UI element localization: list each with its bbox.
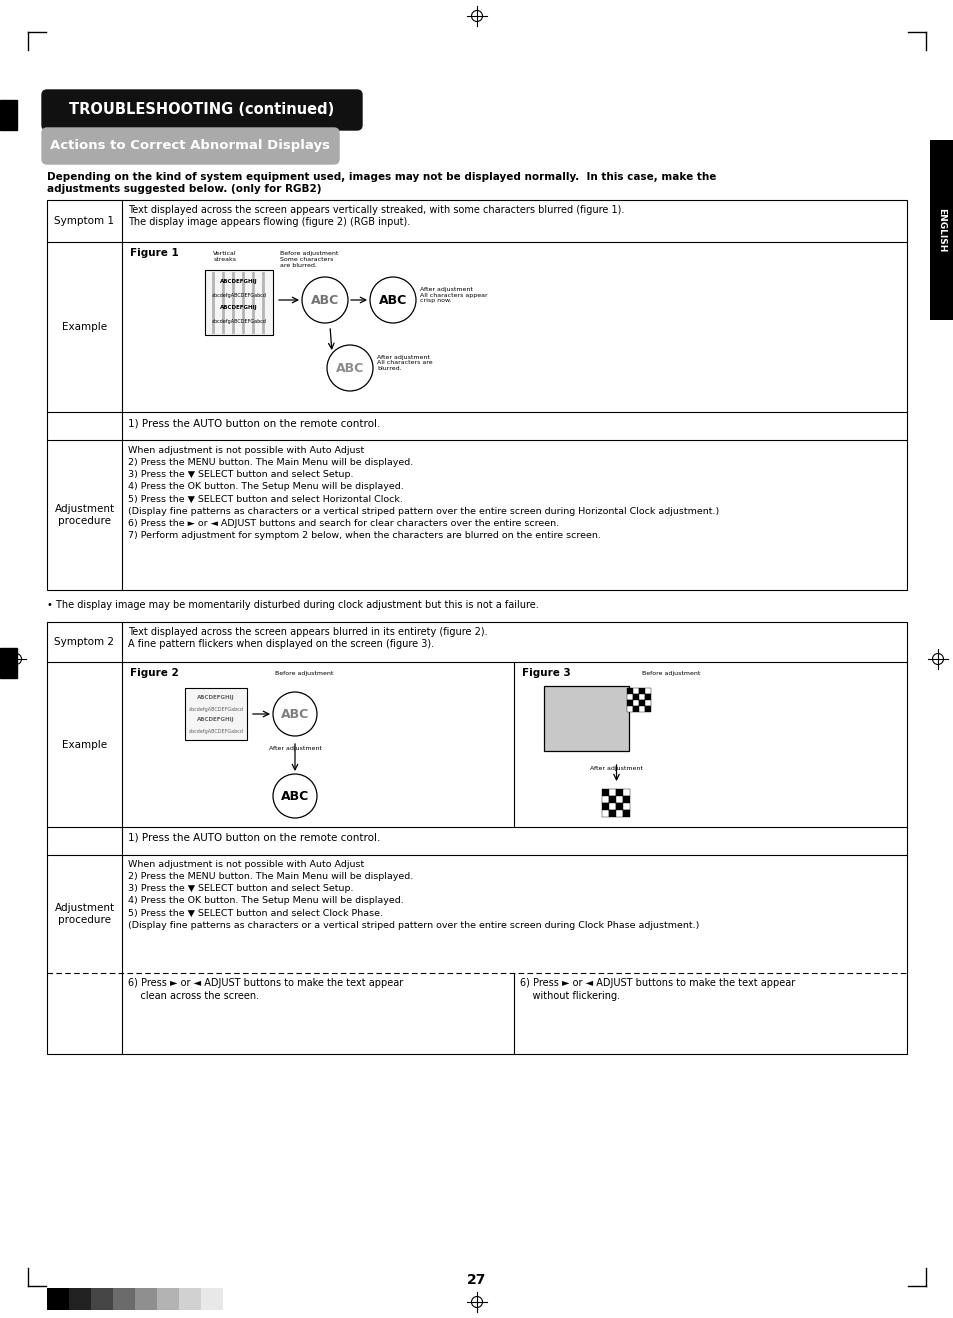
Text: Text displayed across the screen appears vertically streaked, with some characte: Text displayed across the screen appears… — [128, 206, 623, 227]
Bar — [602, 796, 609, 803]
Text: ABC: ABC — [311, 294, 338, 307]
Bar — [633, 700, 639, 706]
Text: Vertical
streaks: Vertical streaks — [213, 250, 236, 262]
Text: Text displayed across the screen appears blurred in its entirety (figure 2).
A f: Text displayed across the screen appears… — [128, 627, 487, 648]
Text: ABC: ABC — [280, 708, 309, 721]
Text: ABC: ABC — [280, 789, 309, 803]
Bar — [623, 789, 630, 796]
Bar — [69, 1288, 91, 1310]
Text: When adjustment is not possible with Auto Adjust
2) Press the MENU button. The M: When adjustment is not possible with Aut… — [128, 861, 699, 929]
Bar — [609, 811, 616, 817]
Text: 27: 27 — [467, 1273, 486, 1286]
Text: Figure 2: Figure 2 — [130, 668, 178, 677]
Bar — [185, 688, 247, 739]
Text: Symptom 1: Symptom 1 — [54, 216, 114, 225]
Bar — [626, 688, 633, 695]
Text: When adjustment is not possible with Auto Adjust
2) Press the MENU button. The M: When adjustment is not possible with Aut… — [128, 445, 719, 540]
Text: ABCDEFGHIJ: ABCDEFGHIJ — [220, 279, 257, 285]
Text: ENGLISH: ENGLISH — [937, 208, 945, 252]
Text: abcdefgABCDEFGabcd: abcdefgABCDEFGabcd — [212, 293, 266, 298]
Text: Actions to Correct Abnormal Displays: Actions to Correct Abnormal Displays — [50, 140, 330, 153]
Bar — [644, 700, 650, 706]
Text: abcdefgABCDEFGabcd: abcdefgABCDEFGabcd — [212, 319, 266, 323]
Bar — [616, 811, 623, 817]
Bar — [639, 706, 644, 712]
Text: ABCDEFGHIJ: ABCDEFGHIJ — [220, 306, 257, 311]
Text: Depending on the kind of system equipment used, images may not be displayed norm: Depending on the kind of system equipmen… — [47, 173, 716, 194]
Bar — [0, 648, 17, 677]
Text: TROUBLESHOOTING (continued): TROUBLESHOOTING (continued) — [70, 103, 335, 117]
Bar — [157, 1288, 179, 1310]
Bar — [609, 796, 616, 803]
Text: • The display image may be momentarily disturbed during clock adjustment but thi: • The display image may be momentarily d… — [47, 600, 538, 610]
Bar — [112, 1288, 135, 1310]
Text: After adjustment: After adjustment — [590, 766, 642, 771]
Text: ABC: ABC — [378, 294, 407, 307]
Bar — [91, 1288, 112, 1310]
Bar — [633, 688, 639, 695]
Text: Figure 1: Figure 1 — [130, 248, 178, 258]
Bar — [602, 811, 609, 817]
Bar — [543, 685, 628, 751]
Bar — [135, 1288, 157, 1310]
Bar — [623, 796, 630, 803]
Text: Before adjustment
Some characters
are blurred.: Before adjustment Some characters are bl… — [280, 250, 338, 268]
Bar — [205, 270, 273, 335]
Text: abcdefgABCDEFGabcd: abcdefgABCDEFGabcd — [189, 729, 243, 734]
Bar — [47, 200, 906, 590]
Bar — [602, 803, 609, 811]
FancyBboxPatch shape — [42, 128, 338, 163]
Text: 1) Press the AUTO button on the remote control.: 1) Press the AUTO button on the remote c… — [128, 833, 380, 844]
Bar — [626, 706, 633, 712]
Text: 1) Press the AUTO button on the remote control.: 1) Press the AUTO button on the remote c… — [128, 418, 380, 428]
Bar — [623, 803, 630, 811]
Text: Example: Example — [62, 322, 107, 332]
Text: Adjustment
procedure: Adjustment procedure — [54, 903, 114, 925]
Bar — [644, 688, 650, 695]
Bar — [179, 1288, 201, 1310]
Text: Before adjustment: Before adjustment — [641, 671, 700, 676]
Bar — [47, 1288, 69, 1310]
Bar — [609, 789, 616, 796]
Bar — [623, 811, 630, 817]
Bar — [626, 700, 633, 706]
Text: ABC: ABC — [335, 361, 364, 374]
Bar — [626, 695, 633, 700]
Text: abcdefgABCDEFGabcd: abcdefgABCDEFGabcd — [189, 706, 243, 712]
Text: Symptom 2: Symptom 2 — [54, 637, 114, 647]
Bar — [201, 1288, 223, 1310]
Text: Adjustment
procedure: Adjustment procedure — [54, 505, 114, 526]
Text: Example: Example — [62, 739, 107, 750]
Text: ABCDEFGHIJ: ABCDEFGHIJ — [197, 717, 234, 722]
Bar — [639, 700, 644, 706]
Text: After adjustment: After adjustment — [269, 746, 321, 751]
Bar — [639, 695, 644, 700]
Bar — [0, 100, 17, 130]
Bar — [644, 695, 650, 700]
Text: After adjustment
All characters appear
crisp now.: After adjustment All characters appear c… — [419, 287, 487, 303]
Bar — [602, 789, 609, 796]
Bar — [929, 140, 953, 320]
Bar — [616, 789, 623, 796]
Bar — [639, 688, 644, 695]
Bar — [223, 1288, 245, 1310]
Bar — [616, 796, 623, 803]
Text: After adjustment
All characters are
blurred.: After adjustment All characters are blur… — [376, 355, 432, 372]
Text: 6) Press ► or ◄ ADJUST buttons to make the text appear
    without flickering.: 6) Press ► or ◄ ADJUST buttons to make t… — [519, 978, 795, 1002]
Bar — [633, 695, 639, 700]
Text: Figure 3: Figure 3 — [521, 668, 570, 677]
Bar — [47, 622, 906, 1054]
Bar — [616, 803, 623, 811]
Bar — [644, 706, 650, 712]
Text: Before adjustment: Before adjustment — [274, 671, 333, 676]
Text: ABCDEFGHIJ: ABCDEFGHIJ — [197, 696, 234, 700]
FancyBboxPatch shape — [42, 90, 361, 130]
Bar — [609, 803, 616, 811]
Text: 6) Press ► or ◄ ADJUST buttons to make the text appear
    clean across the scre: 6) Press ► or ◄ ADJUST buttons to make t… — [128, 978, 403, 1002]
Bar — [633, 706, 639, 712]
